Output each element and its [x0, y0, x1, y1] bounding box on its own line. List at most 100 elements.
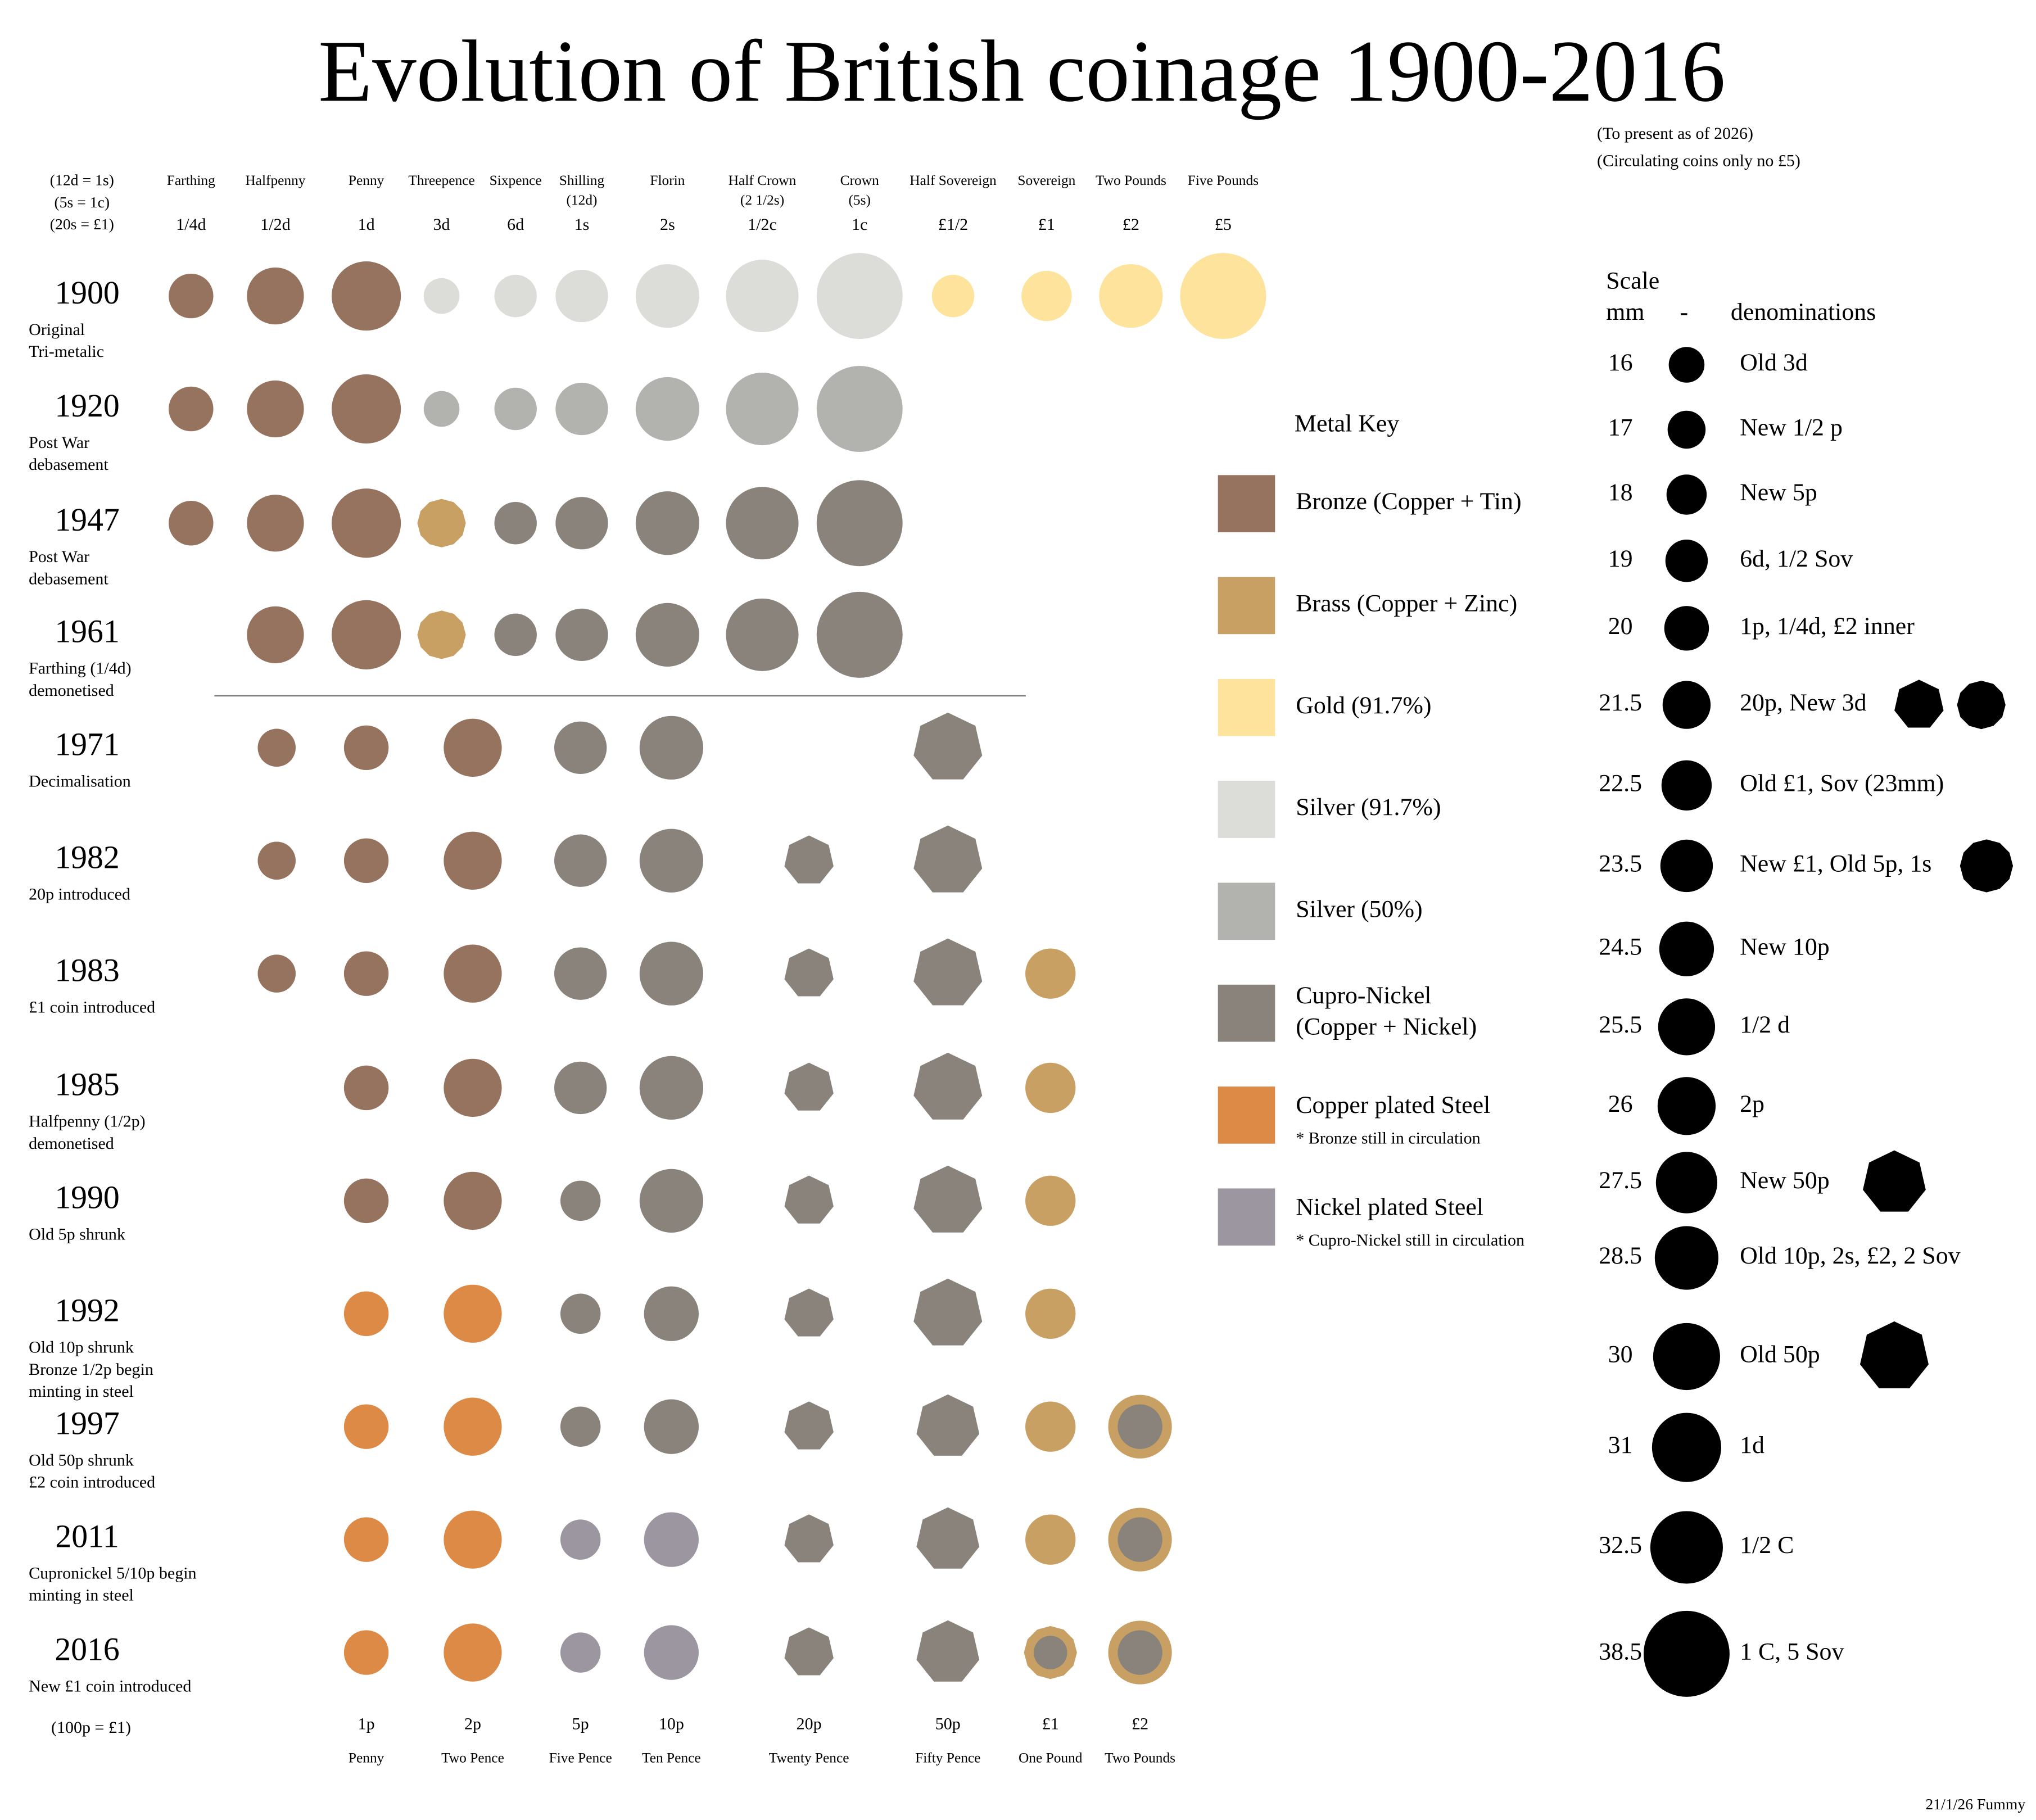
- coin: [635, 491, 700, 555]
- column-denom: 2s: [660, 215, 675, 234]
- scale-coin: [1664, 606, 1709, 651]
- coin: [247, 267, 304, 325]
- coin: [444, 1510, 502, 1569]
- scale-coin: [1655, 1152, 1718, 1214]
- scale-mm: 18: [1608, 479, 1633, 506]
- row-note: Old 5p shrunk: [29, 1225, 126, 1244]
- row-note: demonetised: [29, 681, 114, 700]
- coin: [417, 499, 466, 547]
- coin: [913, 938, 983, 1006]
- scale-header: -: [1680, 298, 1688, 325]
- coin: [343, 951, 389, 996]
- scale-mm: 19: [1608, 545, 1633, 572]
- column-denom: £5: [1215, 215, 1232, 234]
- scale-mm: 27.5: [1599, 1167, 1642, 1194]
- scale-coin: [1659, 921, 1714, 976]
- row-note: debasement: [29, 455, 108, 474]
- coin: [555, 269, 608, 323]
- scale-coin: [1657, 1077, 1716, 1135]
- column-sub: (12d): [566, 192, 597, 208]
- row-note: Decimalisation: [29, 772, 131, 791]
- coin: [726, 487, 799, 560]
- column-name: Two Pounds: [1096, 173, 1166, 188]
- row-note: Halfpenny (1/2p): [29, 1112, 146, 1131]
- scale-header: mm: [1606, 298, 1644, 325]
- scale-mm: 21.5: [1599, 689, 1642, 716]
- scale-mm: 30: [1608, 1341, 1633, 1368]
- coin: [1180, 253, 1266, 339]
- column-denom: 1d: [358, 215, 375, 234]
- scale-header: denominations: [1731, 298, 1876, 325]
- coin: [343, 1178, 389, 1224]
- coin: [554, 947, 607, 1000]
- year: 1947: [55, 502, 119, 538]
- coin: [444, 1397, 502, 1456]
- coin: [423, 278, 460, 314]
- coin: [444, 1284, 502, 1343]
- coin: [913, 1165, 983, 1233]
- coin: [343, 1065, 389, 1111]
- column-name: Florin: [650, 173, 685, 188]
- bottom-note: (100p = £1): [51, 1718, 131, 1737]
- scale-coin: [1668, 347, 1705, 383]
- row-note: Original: [29, 320, 85, 339]
- coin: [343, 1517, 389, 1562]
- scale-coin: [1666, 474, 1707, 515]
- key-label: Silver (50%): [1296, 895, 1422, 922]
- row-note: Farthing (1/4d): [29, 659, 132, 678]
- scale-mm: 22.5: [1599, 769, 1642, 796]
- column-name: Sixpence: [490, 173, 542, 188]
- coin: [916, 1507, 980, 1569]
- scale-label: Old 10p, 2s, £2, 2 Sov: [1740, 1242, 1961, 1269]
- row-note: minting in steel: [29, 1586, 134, 1605]
- scale-mm: 25.5: [1599, 1011, 1642, 1038]
- coin: [913, 1278, 983, 1346]
- coin: [784, 1062, 834, 1111]
- coin: [247, 380, 304, 438]
- coin: [332, 261, 401, 331]
- scale-mm: 24.5: [1599, 933, 1642, 960]
- coin: [555, 608, 608, 662]
- scale-label: 1/2 d: [1740, 1011, 1790, 1038]
- column-name: Five Pounds: [1188, 173, 1259, 188]
- scale-label: New 50p: [1740, 1167, 1830, 1194]
- key-label: Silver (91.7%): [1296, 794, 1441, 821]
- coin: [913, 1052, 983, 1120]
- coin: [913, 825, 983, 893]
- column-name: Five Pence: [549, 1750, 612, 1765]
- coin: [916, 1620, 980, 1682]
- coin: [343, 1630, 389, 1675]
- coin: [247, 606, 304, 664]
- coin: [560, 1293, 601, 1334]
- scale-label: New 1/2 p: [1740, 414, 1843, 441]
- coin: [726, 372, 799, 446]
- coin: [784, 1288, 834, 1337]
- scale-label: New 5p: [1740, 479, 1817, 506]
- column-name: Farthing: [167, 173, 215, 188]
- scale-label: 1 C, 5 Sov: [1740, 1638, 1844, 1665]
- coin: [1025, 1401, 1076, 1452]
- coin: [343, 725, 389, 771]
- key-label: Bronze (Copper + Tin): [1296, 488, 1521, 515]
- column-denom: 1/2d: [260, 215, 290, 234]
- year: 1961: [55, 614, 119, 650]
- coin: [1025, 1288, 1076, 1339]
- coin: [444, 1623, 502, 1682]
- column-denom: 6d: [507, 215, 524, 234]
- column-denom: 2p: [464, 1714, 481, 1733]
- coin: [784, 1627, 834, 1676]
- column-name: Fifty Pence: [915, 1750, 980, 1765]
- coin: [635, 603, 700, 667]
- coin: [494, 274, 537, 318]
- scale-shape: [1960, 839, 2014, 893]
- scale-coin: [1661, 760, 1712, 811]
- coin: [726, 598, 799, 671]
- coin: [916, 1394, 980, 1456]
- coin: [1025, 1175, 1076, 1226]
- row-note: Tri-metalic: [29, 342, 104, 361]
- column-name: Crown: [840, 173, 879, 188]
- column-name: Half Crown: [729, 173, 797, 188]
- coin: [816, 253, 903, 339]
- row-note: £2 coin introduced: [29, 1473, 155, 1492]
